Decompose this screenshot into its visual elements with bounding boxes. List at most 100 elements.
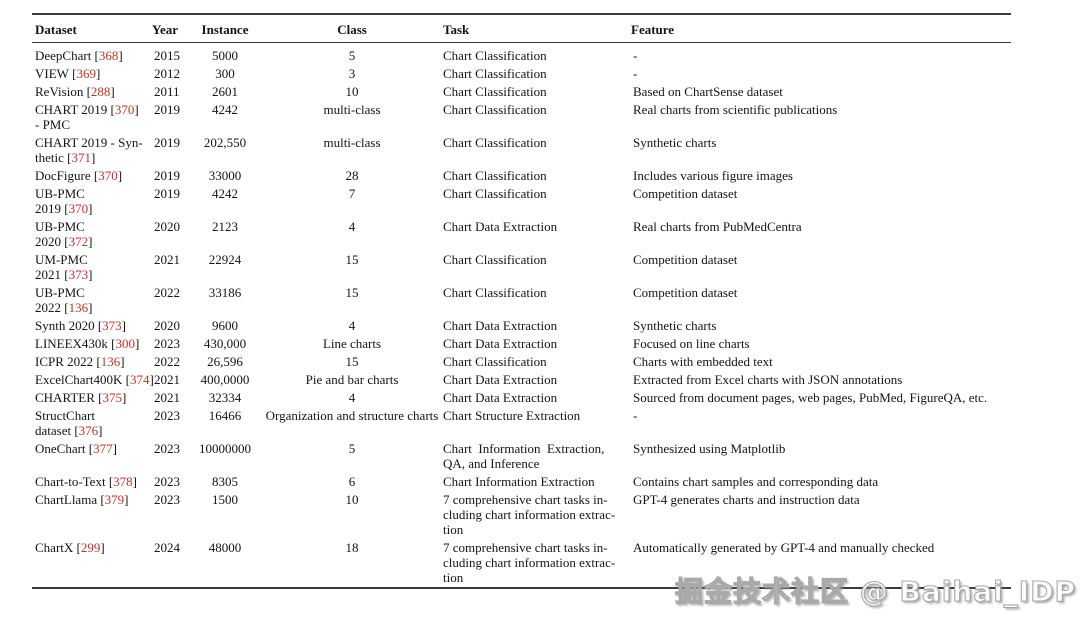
instance-cell: 33000 xyxy=(208,168,242,183)
dataset-name: VIEW [ xyxy=(35,66,77,81)
citation-link[interactable]: 373 xyxy=(68,267,89,282)
table-row: CHART 2019 [370] - PMC 2019 4242 multi-clas… xyxy=(32,101,1011,134)
dataset-cell: ICPR 2022 [136] xyxy=(32,353,152,371)
column-header-class: Class xyxy=(261,14,443,43)
class-cell: 15 xyxy=(345,354,359,369)
dataset-cell: UB-PMC 2019 [370] xyxy=(32,185,152,218)
citation-link[interactable]: 136 xyxy=(100,354,121,369)
instance-cell: 8305 xyxy=(212,474,238,489)
citation-link[interactable]: 299 xyxy=(80,540,101,555)
year-cell: 2024 xyxy=(154,540,180,555)
citation-link[interactable]: 300 xyxy=(115,336,136,351)
citation-link[interactable]: 136 xyxy=(68,300,89,315)
citation-link[interactable]: 378 xyxy=(113,474,133,489)
dataset-name: ] xyxy=(88,300,93,315)
class-cell: Organization and structure charts xyxy=(265,408,439,423)
class-cell: 18 xyxy=(345,540,359,555)
citation-link[interactable]: 369 xyxy=(76,66,97,81)
table-row: UB-PMC 2022 [136] 2022 33186 15 Chart Classi… xyxy=(32,284,1011,317)
citation-link[interactable]: 379 xyxy=(104,492,125,507)
table-row: Chart-to-Text [378] 2023 8305 6 Chart Inform… xyxy=(32,473,1011,491)
feature-cell: Synthetic charts xyxy=(633,318,717,333)
dataset-name: ] xyxy=(118,48,123,63)
citation-link[interactable]: 288 xyxy=(90,84,111,99)
instance-cell: 48000 xyxy=(208,540,242,555)
feature-cell: - xyxy=(633,48,638,63)
dataset-name: ] xyxy=(90,150,96,165)
feature-cell: Sourced from document pages, web pages, … xyxy=(633,390,988,405)
dataset-name: ] xyxy=(100,540,105,555)
task-cell: Chart Classification xyxy=(443,66,547,81)
dataset-cell: CHARTER [375] xyxy=(32,389,152,407)
class-cell: multi-class xyxy=(323,102,381,117)
dataset-name: ChartX [ xyxy=(35,540,81,555)
citation-link[interactable]: 370 xyxy=(114,102,135,117)
table-row: OneChart [377] 2023 10000000 5 Chart Informa… xyxy=(32,440,1011,473)
dataset-name: ] xyxy=(88,267,93,282)
dataset-name: ] xyxy=(135,336,140,351)
dataset-cell: CHART 2019 - Syn- thetic [371] xyxy=(32,134,152,167)
dataset-name: CHART 2019 [ xyxy=(35,102,115,117)
year-cell: 2011 xyxy=(154,84,180,99)
dataset-name: ] - PMC xyxy=(35,102,139,132)
table-row: DeepChart [368] 2015 5000 5 Chart Classifica… xyxy=(32,43,1011,65)
citation-link[interactable]: 376 xyxy=(78,423,99,438)
citation-link[interactable]: 370 xyxy=(98,168,118,183)
dataset-name: LINEEX430k [ xyxy=(35,336,116,351)
table-row: ChartLlama [379] 2023 1500 10 7 comprehensiv… xyxy=(32,491,1011,539)
dataset-name: UB-PMC 2020 [ xyxy=(35,219,85,249)
dataset-cell: ReVision [288] xyxy=(32,83,152,101)
feature-cell: Charts with embedded text xyxy=(633,354,773,369)
citation-link[interactable]: 375 xyxy=(102,390,122,405)
citation-link[interactable]: 374 xyxy=(129,372,150,387)
class-cell: Pie and bar charts xyxy=(305,372,399,387)
feature-cell: Real charts from scientific publications xyxy=(633,102,838,117)
citation-link[interactable]: 372 xyxy=(68,234,89,249)
year-cell: 2012 xyxy=(154,66,180,81)
table-row: LINEEX430k [300] 2023 430,000 Line charts Ch… xyxy=(32,335,1011,353)
dataset-cell: VIEW [369] xyxy=(32,65,152,83)
task-cell: Chart Classification xyxy=(443,168,547,183)
citation-link[interactable]: 370 xyxy=(68,201,89,216)
instance-cell: 2601 xyxy=(212,84,238,99)
dataset-cell: StructChart dataset [376] xyxy=(32,407,152,440)
task-cell: Chart Data Extraction xyxy=(443,318,558,333)
header-row: Dataset Year Instance Class Task Feature xyxy=(32,14,1011,43)
year-cell: 2019 xyxy=(154,135,180,150)
instance-cell: 4242 xyxy=(212,186,238,201)
table-row: Synth 2020 [373] 2020 9600 4 Chart Data Extr… xyxy=(32,317,1011,335)
dataset-cell: OneChart [377] xyxy=(32,440,152,473)
dataset-cell: DocFigure [370] xyxy=(32,167,152,185)
class-cell: 15 xyxy=(345,252,359,267)
dataset-name: ICPR 2022 [ xyxy=(35,354,101,369)
dataset-name: CHART 2019 - Syn- thetic [ xyxy=(35,135,143,165)
task-cell: Chart Structure Extraction xyxy=(443,408,581,423)
task-cell: Chart Information Extraction xyxy=(443,474,595,489)
table-row: ChartX [299] 2024 48000 18 7 comprehensive c… xyxy=(32,539,1011,588)
citation-link[interactable]: 373 xyxy=(102,318,122,333)
instance-cell: 26,596 xyxy=(207,354,243,369)
instance-cell: 1500 xyxy=(212,492,238,507)
table-row: CHARTER [375] 2021 32334 4 Chart Data Extrac… xyxy=(32,389,1011,407)
citation-link[interactable]: 377 xyxy=(93,441,113,456)
dataset-name: ] xyxy=(88,234,93,249)
table-row: StructChart dataset [376] 2023 16466 Organi… xyxy=(32,407,1011,440)
task-cell: Chart Information Extraction, QA, and In… xyxy=(443,441,605,471)
table-row: ExcelChart400K [374] 2021 400,0000 Pie and … xyxy=(32,371,1011,389)
instance-cell: 300 xyxy=(215,66,235,81)
table-row: UB-PMC 2019 [370] 2019 4242 7 Chart Classifi… xyxy=(32,185,1011,218)
dataset-name: ] xyxy=(96,66,101,81)
feature-cell: Real charts from PubMedCentra xyxy=(633,219,802,234)
dataset-name: ] xyxy=(121,318,127,333)
dataset-cell: DeepChart [368] xyxy=(32,43,152,65)
column-header-year: Year xyxy=(152,14,189,43)
table-header: Dataset Year Instance Class Task Feature xyxy=(32,14,1011,43)
citation-link[interactable]: 368 xyxy=(98,48,119,63)
citation-link[interactable]: 371 xyxy=(71,150,91,165)
dataset-cell: LINEEX430k [300] xyxy=(32,335,152,353)
year-cell: 2021 xyxy=(154,252,180,267)
dataset-name: Chart-to-Text [ xyxy=(35,474,114,489)
class-cell: Line charts xyxy=(322,336,382,351)
table-row: CHART 2019 - Syn- thetic [371] 2019 202,55… xyxy=(32,134,1011,167)
